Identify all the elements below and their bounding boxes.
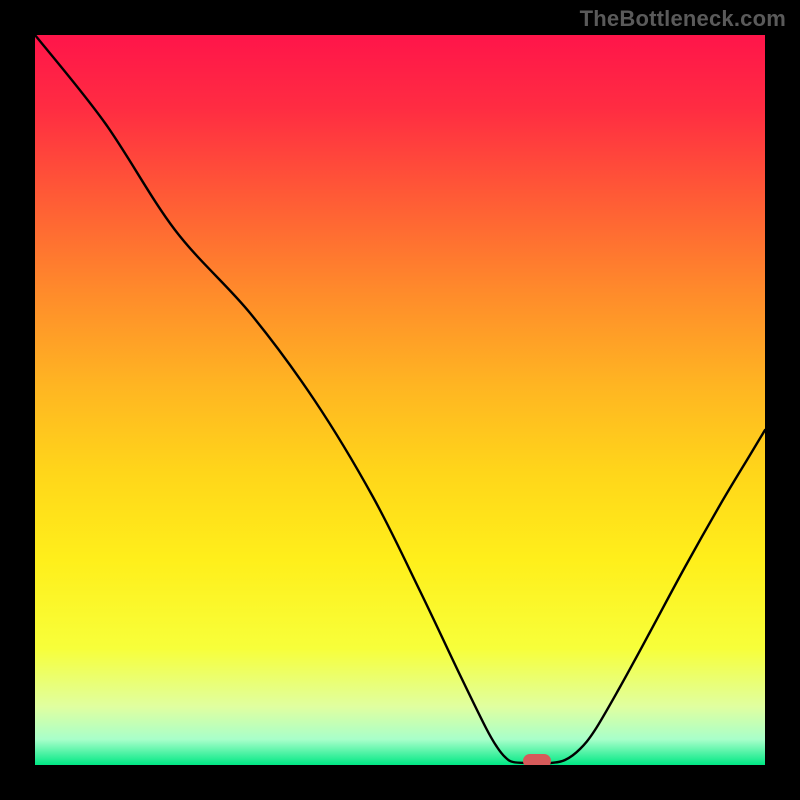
marker-pill [523, 754, 551, 765]
outer-frame: TheBottleneck.com [0, 0, 800, 800]
chart-background [35, 35, 765, 765]
chart-svg [35, 35, 765, 765]
watermark-text: TheBottleneck.com [580, 6, 786, 32]
chart-area [35, 35, 765, 765]
